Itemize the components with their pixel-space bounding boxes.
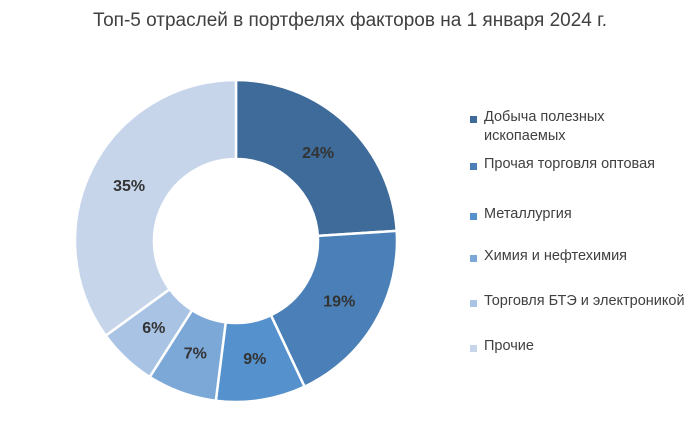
- legend-marker: [470, 163, 477, 170]
- donut-slice-labels: 24% 19% 9% 7% 6% 35%: [113, 145, 355, 368]
- chart-title: Топ-5 отраслей в портфелях факторов на 1…: [92, 10, 608, 31]
- legend-marker: [470, 213, 477, 220]
- legend-label: Добыча полезных ископаемых: [484, 109, 605, 144]
- legend-label: Химия и нефтехимия: [484, 248, 628, 264]
- donut-slice: [234, 78, 398, 238]
- slice-label: 19%: [323, 294, 355, 311]
- legend-marker: [470, 255, 477, 262]
- legend-marker: [470, 345, 477, 352]
- donut-slices: [73, 78, 399, 404]
- slice-label: 7%: [184, 345, 207, 362]
- slice-label: 9%: [243, 351, 266, 368]
- legend-label: Торговля БТЭ и электроникой: [484, 293, 685, 309]
- slice-label: 6%: [142, 320, 165, 337]
- legend-label: Прочая торговля оптовая: [484, 156, 655, 172]
- donut-slice: [73, 78, 238, 337]
- legend-marker: [470, 116, 477, 123]
- slice-label: 24%: [302, 145, 334, 162]
- legend-marker: [470, 300, 477, 307]
- slice-label: 35%: [113, 178, 145, 195]
- legend-label: Металлургия: [484, 206, 572, 222]
- legend-label: Прочие: [484, 338, 534, 354]
- donut-slice: [269, 229, 399, 388]
